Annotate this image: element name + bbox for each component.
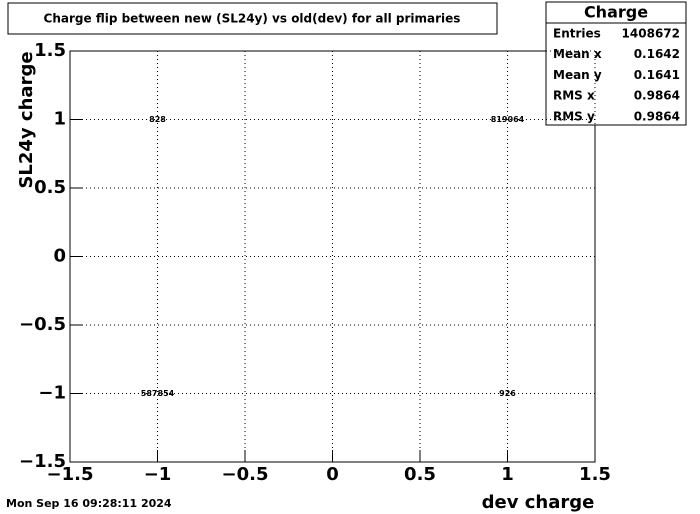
cell-count: 819064 <box>491 115 525 124</box>
x-tick-label: 1 <box>501 464 514 485</box>
stats-value: 0.9864 <box>634 89 680 103</box>
stats-label: Entries <box>553 27 601 41</box>
stats-label: Mean y <box>553 68 602 82</box>
stats-value: 0.9864 <box>634 109 680 123</box>
y-tick-label: −0.5 <box>19 314 66 335</box>
x-tick-label: −1 <box>144 464 172 485</box>
x-tick-label: 0.5 <box>404 464 436 485</box>
y-axis-label: SL24y charge <box>16 51 37 188</box>
stats-value: 1408672 <box>622 27 680 41</box>
x-tick-label: 1.5 <box>579 464 611 485</box>
stats-title: Charge <box>584 3 648 22</box>
stats-value: 0.1642 <box>634 47 680 61</box>
x-tick-label: 0 <box>326 464 339 485</box>
y-tick-label: 0.5 <box>34 177 66 198</box>
y-tick-label: −1.5 <box>19 451 66 472</box>
timestamp: Mon Sep 16 09:28:11 2024 <box>6 497 172 510</box>
y-tick-label: −1 <box>38 383 66 404</box>
stats-value: 0.1641 <box>634 68 680 82</box>
chart-title: Charge flip between new (SL24y) vs old(d… <box>44 12 461 26</box>
cell-count: 828 <box>149 115 166 124</box>
stats-label: Mean x <box>553 47 602 61</box>
title-box <box>7 2 498 35</box>
x-axis-label: dev charge <box>482 492 595 513</box>
y-tick-label: 1 <box>53 109 66 130</box>
y-tick-label: 1.5 <box>34 40 66 61</box>
stats-label: RMS y <box>553 109 595 123</box>
stats-label: RMS x <box>553 89 595 103</box>
y-tick-label: 0 <box>53 246 66 267</box>
cell-count: 587854 <box>141 389 175 398</box>
x-tick-label: −0.5 <box>222 464 269 485</box>
cell-count: 926 <box>499 389 516 398</box>
x-tick-label: −1.5 <box>47 464 94 485</box>
